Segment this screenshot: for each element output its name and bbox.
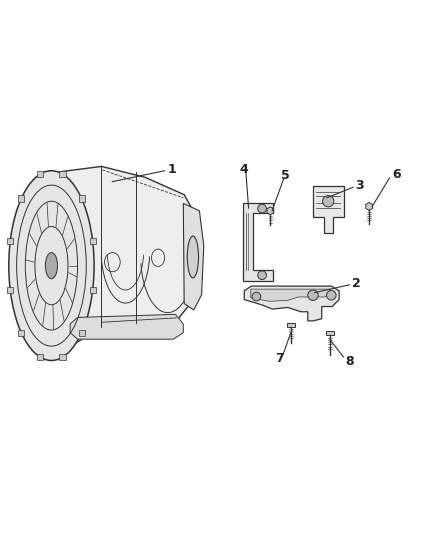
Text: 3: 3 xyxy=(355,179,364,192)
Polygon shape xyxy=(78,329,85,336)
Text: 1: 1 xyxy=(168,163,177,175)
Ellipse shape xyxy=(9,171,94,360)
Text: 2: 2 xyxy=(352,277,361,290)
Polygon shape xyxy=(70,314,184,339)
Polygon shape xyxy=(267,207,274,215)
Text: 5: 5 xyxy=(281,168,290,182)
Polygon shape xyxy=(60,171,66,177)
Polygon shape xyxy=(287,322,295,327)
Text: 4: 4 xyxy=(240,163,249,175)
Ellipse shape xyxy=(187,236,198,278)
Polygon shape xyxy=(7,287,13,293)
Ellipse shape xyxy=(308,290,318,301)
Ellipse shape xyxy=(258,271,266,279)
Polygon shape xyxy=(51,166,197,359)
Ellipse shape xyxy=(258,204,266,213)
Ellipse shape xyxy=(46,253,57,279)
Text: 6: 6 xyxy=(392,168,401,181)
Polygon shape xyxy=(78,196,85,201)
Polygon shape xyxy=(326,332,334,335)
Ellipse shape xyxy=(326,290,336,300)
Polygon shape xyxy=(18,329,25,336)
Polygon shape xyxy=(244,286,339,321)
Polygon shape xyxy=(184,204,204,310)
Polygon shape xyxy=(313,187,344,233)
Polygon shape xyxy=(18,196,25,201)
Polygon shape xyxy=(60,354,66,360)
Polygon shape xyxy=(90,287,95,293)
Text: 8: 8 xyxy=(345,355,354,368)
Polygon shape xyxy=(251,289,330,301)
Polygon shape xyxy=(37,354,43,360)
Text: 7: 7 xyxy=(276,352,284,365)
Polygon shape xyxy=(90,238,95,244)
Ellipse shape xyxy=(252,292,261,301)
Polygon shape xyxy=(37,171,43,177)
Polygon shape xyxy=(7,238,13,244)
Polygon shape xyxy=(366,203,373,211)
Ellipse shape xyxy=(322,196,334,207)
Polygon shape xyxy=(243,203,272,281)
